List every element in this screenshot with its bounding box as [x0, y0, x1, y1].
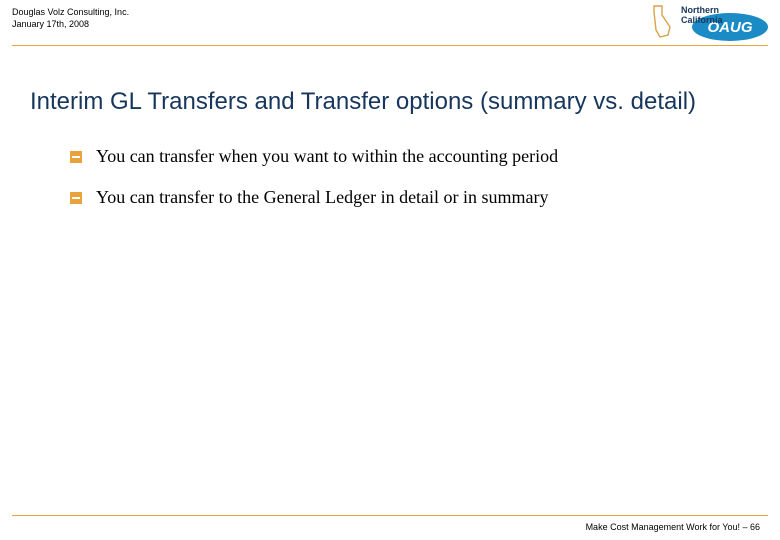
- header-company: Douglas Volz Consulting, Inc.: [12, 6, 129, 18]
- bullet-icon: [70, 151, 82, 163]
- header-rule: [12, 45, 768, 46]
- footer-rule: [12, 515, 768, 516]
- list-item: You can transfer when you want to within…: [70, 146, 780, 167]
- header-left: Douglas Volz Consulting, Inc. January 17…: [12, 6, 129, 30]
- bullet-text: You can transfer to the General Ledger i…: [96, 187, 549, 208]
- bullet-text: You can transfer when you want to within…: [96, 146, 558, 167]
- footer-text: Make Cost Management Work for You! – 66: [586, 522, 760, 532]
- logo: OAUG Northern California: [648, 2, 768, 42]
- slide-title: Interim GL Transfers and Transfer option…: [30, 88, 780, 116]
- logo-california: California: [681, 15, 724, 25]
- bullet-icon: [70, 192, 82, 204]
- california-outline-icon: [654, 6, 670, 37]
- logo-northern: Northern: [681, 5, 719, 15]
- slide-header: Douglas Volz Consulting, Inc. January 17…: [0, 0, 780, 48]
- slide-body: You can transfer when you want to within…: [70, 146, 780, 208]
- list-item: You can transfer to the General Ledger i…: [70, 187, 780, 208]
- header-date: January 17th, 2008: [12, 18, 129, 30]
